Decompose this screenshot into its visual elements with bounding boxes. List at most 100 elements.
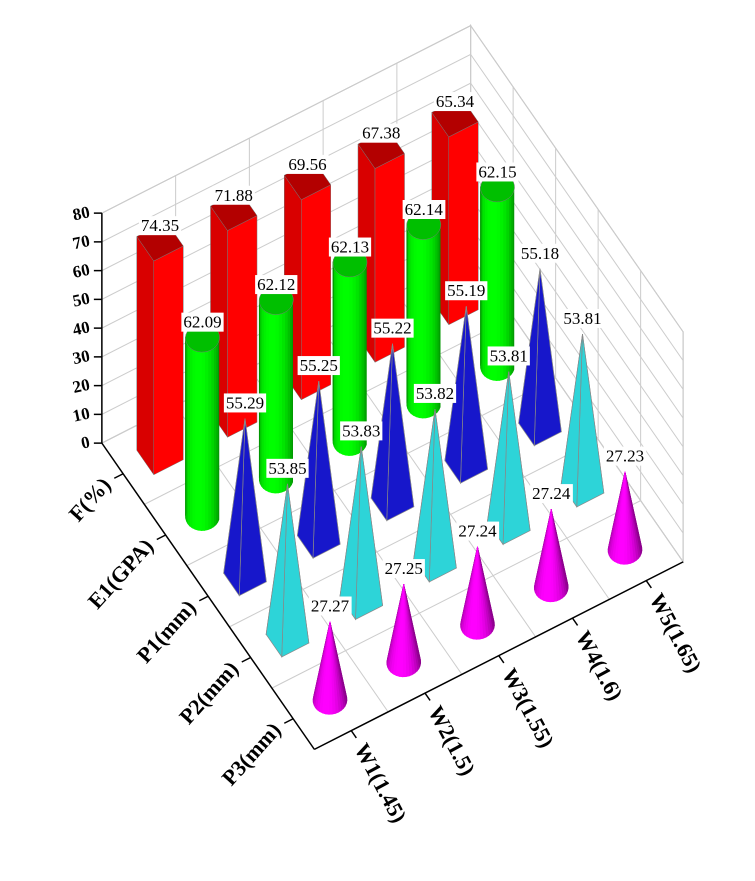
value-label-group: 62.15	[476, 162, 519, 182]
series-label: F(%)	[64, 472, 116, 526]
value-label-box	[456, 521, 500, 541]
value-label-box	[561, 308, 604, 328]
value-label: 55.18	[521, 244, 559, 263]
value-label-box	[476, 162, 519, 182]
bar	[210, 190, 258, 439]
face	[265, 483, 288, 658]
bar	[533, 509, 569, 603]
value-label-box	[413, 383, 457, 403]
value-label-group: 53.83	[340, 421, 383, 441]
face	[207, 349, 212, 531]
value-label-group: 71.88	[212, 185, 255, 205]
value-label-box	[382, 559, 425, 579]
bar	[386, 584, 422, 678]
value-label-box	[297, 356, 340, 376]
value-label: 27.23	[606, 447, 644, 466]
bar	[560, 333, 605, 508]
bar	[332, 248, 368, 456]
z-tick-label: 40	[71, 317, 92, 339]
value-label-box	[212, 185, 255, 205]
bar	[223, 418, 267, 597]
value-label: 53.81	[490, 346, 528, 365]
face	[210, 347, 215, 530]
value-label-box	[223, 393, 267, 413]
series-label: P3(mm)	[216, 717, 285, 790]
grid-line	[101, 53, 684, 361]
face	[223, 418, 246, 597]
bar	[413, 408, 457, 583]
value-label: 69.56	[288, 155, 326, 174]
value-label: 53.85	[268, 459, 306, 478]
value-label: 53.82	[416, 384, 454, 403]
value-label-box	[360, 123, 403, 143]
face	[258, 296, 261, 479]
face	[185, 334, 187, 516]
value-label-group: 55.25	[297, 356, 340, 376]
face	[189, 346, 193, 529]
value-label-group: 62.12	[255, 275, 298, 295]
face	[332, 259, 334, 441]
value-label-box	[328, 237, 372, 257]
axis-tick	[571, 617, 579, 626]
value-label: 62.09	[183, 313, 221, 332]
value-label-box	[530, 484, 573, 504]
value-label-group: 55.18	[518, 243, 562, 263]
face	[480, 184, 482, 366]
value-label: 27.25	[385, 559, 423, 578]
axis-tick	[156, 534, 166, 541]
value-label: 27.24	[458, 522, 497, 541]
value-label: 67.38	[362, 124, 400, 143]
x-tick-label: W3(1.55)	[497, 664, 560, 752]
value-label-group: 27.23	[603, 446, 647, 466]
face	[153, 245, 184, 476]
bar	[370, 343, 415, 522]
z-tick-label: 70	[71, 231, 92, 253]
axis-tick	[198, 595, 209, 602]
bar	[607, 471, 643, 565]
value-label-group: 74.35	[138, 216, 182, 236]
face	[469, 546, 478, 640]
bar	[339, 446, 384, 621]
bar	[265, 483, 310, 658]
value-label-box	[445, 281, 488, 301]
value-label: 27.24	[532, 484, 571, 503]
value-label: 55.19	[447, 281, 485, 300]
axis-tick	[498, 655, 505, 664]
value-label: 62.14	[405, 200, 444, 219]
face	[543, 509, 552, 602]
face	[191, 348, 196, 530]
z-tick-label: 60	[71, 260, 92, 282]
face	[322, 621, 331, 715]
bar	[460, 546, 495, 640]
axis-tick	[241, 656, 251, 663]
x-tick-label: W5(1.65)	[644, 589, 707, 677]
value-label: 53.81	[563, 309, 601, 328]
z-tick-label: 30	[71, 346, 92, 368]
value-label-box	[603, 446, 647, 466]
face	[204, 350, 209, 531]
face	[136, 235, 154, 476]
value-label: 62.12	[257, 275, 295, 294]
value-label-group: 62.09	[181, 312, 224, 332]
series-label: P2(mm)	[174, 656, 243, 729]
value-label-group: 55.19	[445, 281, 488, 301]
value-label: 55.25	[300, 356, 338, 375]
value-label-group: 53.82	[413, 383, 457, 403]
value-label-box	[340, 421, 383, 441]
axis-tick	[350, 730, 357, 739]
value-label-group: 67.38	[360, 123, 403, 143]
value-label-box	[255, 275, 298, 295]
z-tick-label: 10	[71, 404, 92, 426]
value-label: 62.13	[331, 238, 369, 257]
value-label: 62.15	[478, 162, 516, 181]
series-label: P1(mm)	[131, 595, 200, 668]
value-label: 55.22	[373, 319, 411, 338]
x-tick-label: W1(1.45)	[349, 739, 412, 827]
axis-tick	[113, 473, 124, 479]
z-tick-label: 0	[79, 432, 91, 452]
axis-tick	[283, 718, 294, 724]
face	[197, 351, 202, 531]
value-label-group: 65.34	[433, 92, 477, 112]
bar	[312, 621, 348, 715]
